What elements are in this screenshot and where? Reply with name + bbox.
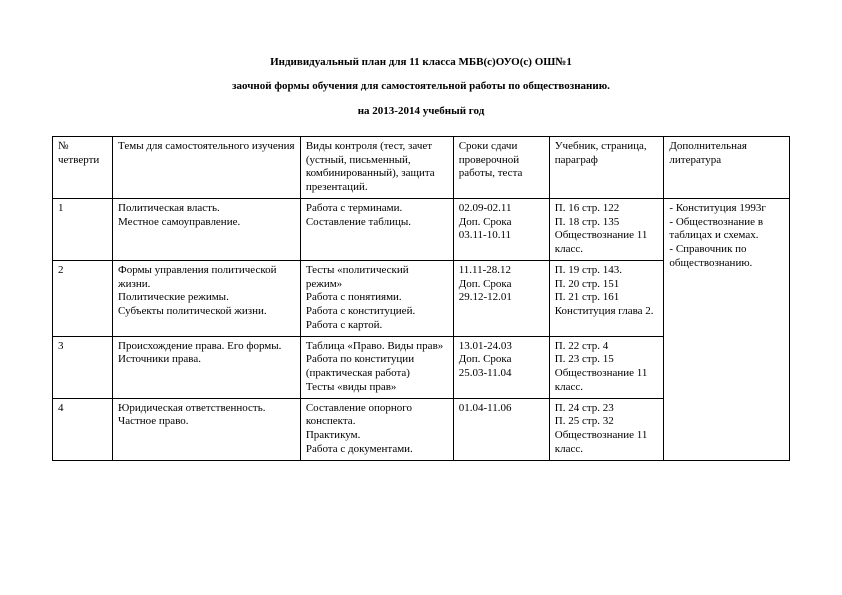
- topic-line: Юридическая ответственность.: [118, 402, 295, 416]
- cell-ctrl: Работа с терминами. Составление таблицы.: [300, 198, 453, 260]
- header-date: Сроки сдачи проверочной работы, теста: [453, 136, 549, 198]
- lit-line: - Конституция 1993г: [669, 202, 784, 216]
- ctrl-line: Практикум.: [306, 429, 448, 443]
- cell-book: П. 19 стр. 143. П. 20 стр. 151 П. 21 стр…: [549, 260, 664, 336]
- header-num: № четверти: [53, 136, 113, 198]
- date-line: 03.11-10.11: [459, 229, 544, 243]
- ctrl-line: Составление опорного конспекта.: [306, 402, 448, 430]
- book-line: П. 24 стр. 23: [555, 402, 659, 416]
- date-line: Доп. Срока: [459, 278, 544, 292]
- date-line: 29.12-12.01: [459, 291, 544, 305]
- title-line-2: заочной формы обучения для самостоятельн…: [52, 79, 790, 93]
- ctrl-line: Тесты «виды прав»: [306, 381, 448, 395]
- date-line: 13.01-24.03: [459, 340, 544, 354]
- cell-book: П. 22 стр. 4 П. 23 стр. 15 Обществознани…: [549, 336, 664, 398]
- cell-date: 11.11-28.12 Доп. Срока 29.12-12.01: [453, 260, 549, 336]
- cell-num: 2: [53, 260, 113, 336]
- cell-num: 4: [53, 398, 113, 460]
- table-header-row: № четверти Темы для самостоятельного изу…: [53, 136, 790, 198]
- book-line: П. 21 стр. 161: [555, 291, 659, 305]
- ctrl-line: Работа с понятиями.: [306, 291, 448, 305]
- cell-num: 3: [53, 336, 113, 398]
- cell-ctrl: Составление опорного конспекта. Практику…: [300, 398, 453, 460]
- book-line: П. 18 стр. 135: [555, 216, 659, 230]
- topic-line: Политические режимы.: [118, 291, 295, 305]
- book-line: Обществознание 11 класс.: [555, 429, 659, 457]
- plan-table: № четверти Темы для самостоятельного изу…: [52, 136, 790, 461]
- cell-lit: - Конституция 1993г - Обществознание в т…: [664, 198, 790, 460]
- book-line: П. 16 стр. 122: [555, 202, 659, 216]
- header-ctrl: Виды контроля (тест, зачет (устный, пись…: [300, 136, 453, 198]
- table-row: 1 Политическая власть. Местное самоуправ…: [53, 198, 790, 260]
- date-line: Доп. Срока: [459, 216, 544, 230]
- book-line: Конституция глава 2.: [555, 305, 659, 319]
- book-line: Обществознание 11 класс.: [555, 229, 659, 257]
- header-topic: Темы для самостоятельного изучения: [113, 136, 301, 198]
- ctrl-line: Работа с терминами.: [306, 202, 448, 216]
- cell-book: П. 24 стр. 23 П. 25 стр. 32 Обществознан…: [549, 398, 664, 460]
- topic-line: Частное право.: [118, 415, 295, 429]
- topic-line: Местное самоуправление.: [118, 216, 295, 230]
- cell-book: П. 16 стр. 122 П. 18 стр. 135 Обществозн…: [549, 198, 664, 260]
- date-line: 01.04-11.06: [459, 402, 544, 416]
- lit-line: - Обществознание в таблицах и схемах.: [669, 216, 784, 244]
- book-line: П. 23 стр. 15: [555, 353, 659, 367]
- cell-ctrl: Тесты «политический режим» Работа с поня…: [300, 260, 453, 336]
- cell-topic: Политическая власть. Местное самоуправле…: [113, 198, 301, 260]
- ctrl-line: Составление таблицы.: [306, 216, 448, 230]
- book-line: П. 22 стр. 4: [555, 340, 659, 354]
- cell-topic: Происхождение права. Его формы. Источник…: [113, 336, 301, 398]
- date-line: Доп. Срока: [459, 353, 544, 367]
- cell-date: 02.09-02.11 Доп. Срока 03.11-10.11: [453, 198, 549, 260]
- ctrl-line: Тесты «политический режим»: [306, 264, 448, 292]
- title-block: Индивидуальный план для 11 класса МБВ(с)…: [52, 55, 790, 118]
- ctrl-line: Работа с конституцией.: [306, 305, 448, 319]
- date-line: 02.09-02.11: [459, 202, 544, 216]
- ctrl-line: Таблица «Право. Виды прав»: [306, 340, 448, 354]
- book-line: Обществознание 11 класс.: [555, 367, 659, 395]
- cell-date: 01.04-11.06: [453, 398, 549, 460]
- cell-ctrl: Таблица «Право. Виды прав» Работа по кон…: [300, 336, 453, 398]
- cell-num: 1: [53, 198, 113, 260]
- cell-date: 13.01-24.03 Доп. Срока 25.03-11.04: [453, 336, 549, 398]
- title-line-1: Индивидуальный план для 11 класса МБВ(с)…: [52, 55, 790, 69]
- ctrl-line: Работа по конституции (практическая рабо…: [306, 353, 448, 381]
- book-line: П. 20 стр. 151: [555, 278, 659, 292]
- header-lit: Дополнительная литература: [664, 136, 790, 198]
- date-line: 25.03-11.04: [459, 367, 544, 381]
- header-book: Учебник, страница, параграф: [549, 136, 664, 198]
- lit-line: - Справочник по обществознанию.: [669, 243, 784, 271]
- topic-line: Формы управления политической жизни.: [118, 264, 295, 292]
- book-line: П. 19 стр. 143.: [555, 264, 659, 278]
- topic-line: Субъекты политической жизни.: [118, 305, 295, 319]
- date-line: 11.11-28.12: [459, 264, 544, 278]
- book-line: П. 25 стр. 32: [555, 415, 659, 429]
- title-line-3: на 2013-2014 учебный год: [52, 104, 790, 118]
- topic-line: Политическая власть.: [118, 202, 295, 216]
- cell-topic: Юридическая ответственность. Частное пра…: [113, 398, 301, 460]
- topic-line: Происхождение права. Его формы. Источник…: [118, 340, 295, 368]
- cell-topic: Формы управления политической жизни. Пол…: [113, 260, 301, 336]
- ctrl-line: Работа с картой.: [306, 319, 448, 333]
- ctrl-line: Работа с документами.: [306, 443, 448, 457]
